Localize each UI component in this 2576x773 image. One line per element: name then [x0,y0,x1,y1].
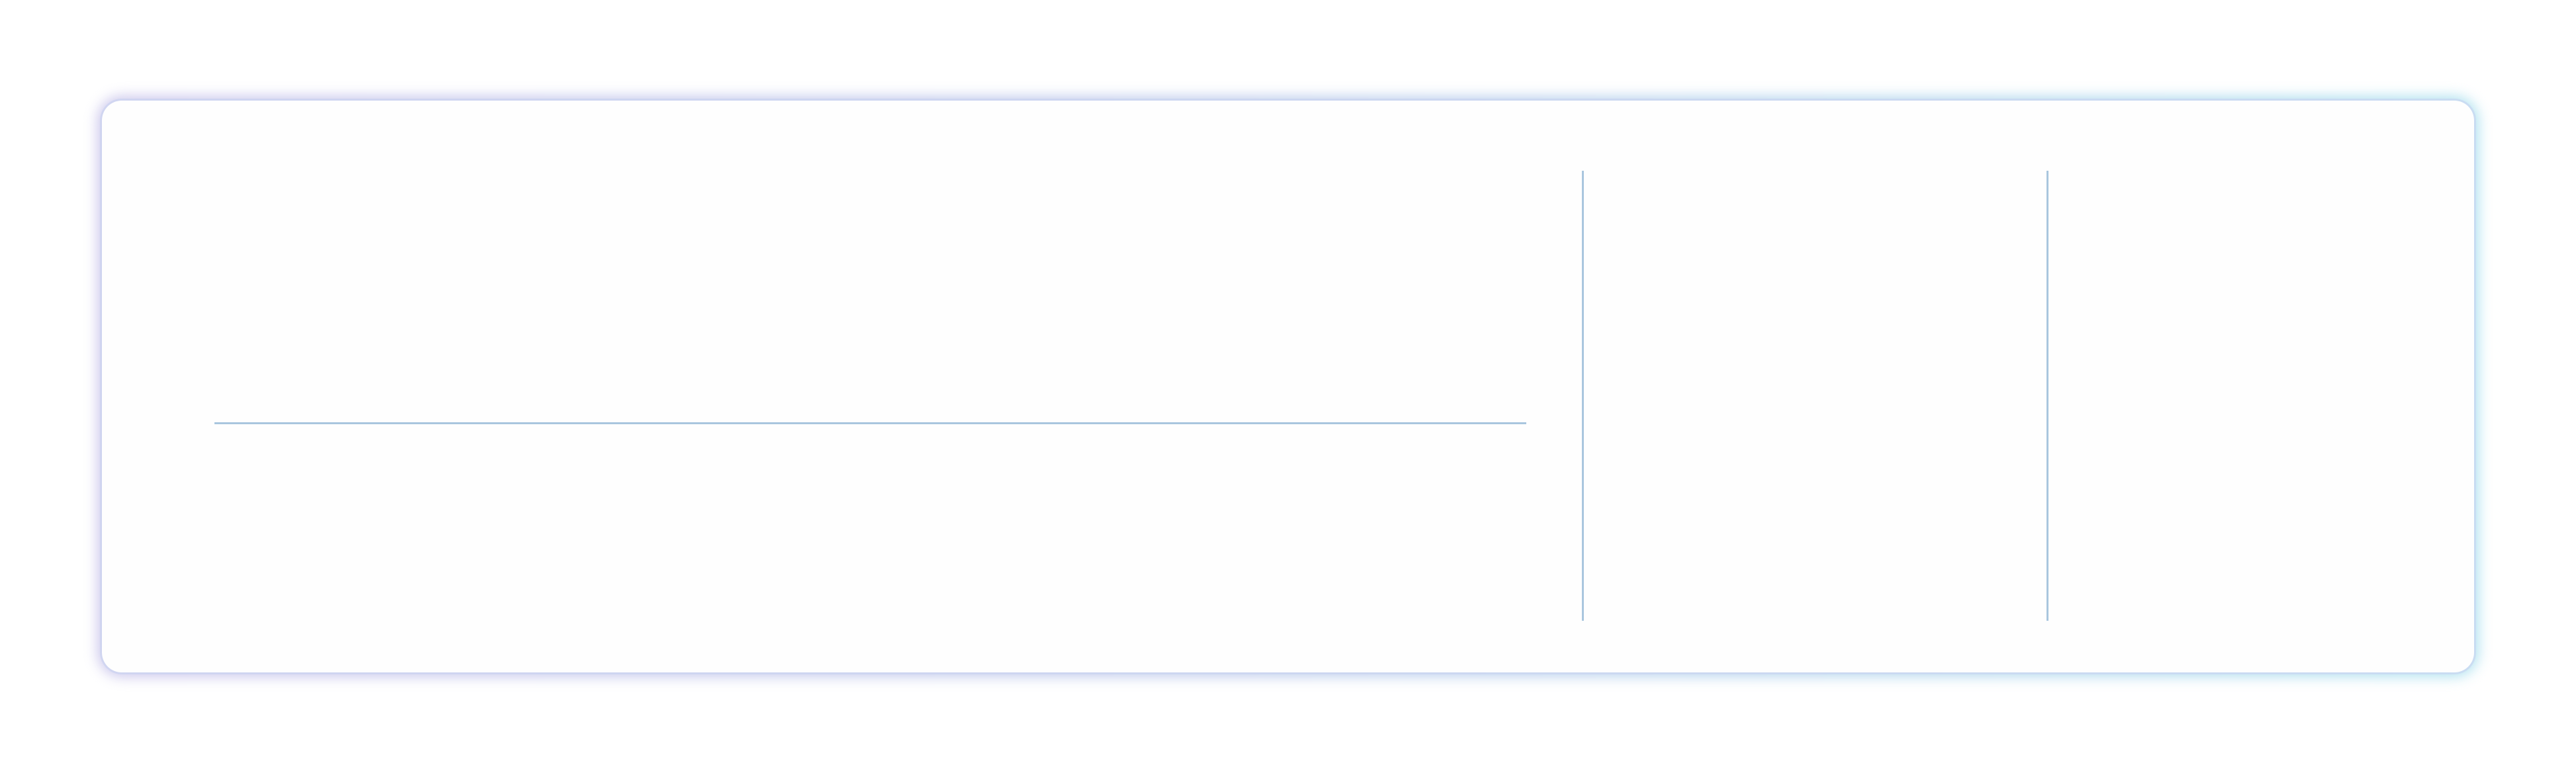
vertical-divider-right [2047,171,2048,621]
vertical-divider-left [1582,171,1584,621]
horizontal-divider [214,422,1526,424]
content-card [102,101,2474,672]
